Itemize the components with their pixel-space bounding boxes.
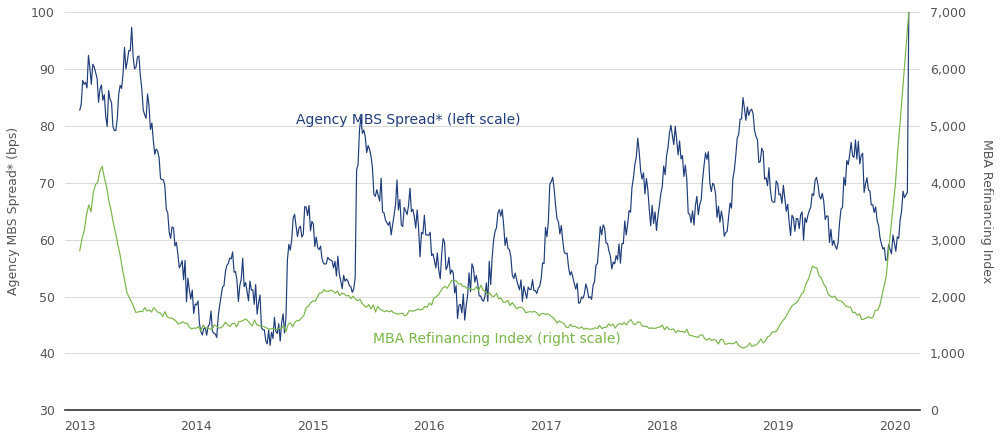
Y-axis label: Agency MBS Spread* (bps): Agency MBS Spread* (bps) bbox=[7, 127, 20, 295]
Y-axis label: MBA Refinancing Index: MBA Refinancing Index bbox=[980, 139, 993, 283]
Text: Agency MBS Spread* (left scale): Agency MBS Spread* (left scale) bbox=[296, 113, 520, 127]
Text: MBA Refinancing Index (right scale): MBA Refinancing Index (right scale) bbox=[373, 332, 620, 346]
